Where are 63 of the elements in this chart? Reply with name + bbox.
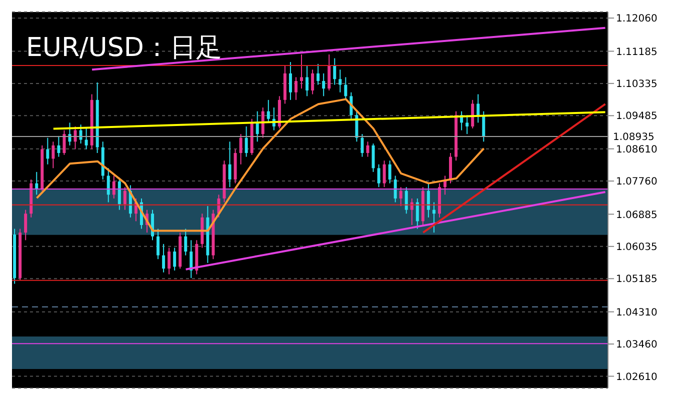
y-tick-label: 1.12060 bbox=[616, 14, 658, 25]
y-tick-label: 1.06035 bbox=[616, 242, 658, 253]
candlestick bbox=[466, 114, 469, 135]
candlestick bbox=[57, 135, 60, 158]
candlestick bbox=[24, 209, 28, 241]
candlestick bbox=[416, 198, 419, 230]
candlestick bbox=[328, 54, 331, 91]
candlestick bbox=[261, 107, 264, 138]
candlestick bbox=[46, 137, 50, 165]
y-tick-label: 1.10335 bbox=[616, 79, 658, 90]
y-tick-label: 1.11185 bbox=[616, 46, 658, 58]
candlestick bbox=[288, 62, 292, 100]
candlestick bbox=[244, 126, 248, 158]
candlestick bbox=[394, 175, 397, 203]
candlestick bbox=[366, 141, 370, 158]
candlestick bbox=[388, 160, 392, 184]
candlestick bbox=[228, 141, 232, 188]
y-tick-label: 1.05185 bbox=[616, 274, 658, 286]
candlestick bbox=[482, 110, 486, 142]
candlestick bbox=[118, 177, 121, 210]
candlestick bbox=[399, 186, 402, 207]
candlestick bbox=[300, 54, 304, 90]
candlestick bbox=[162, 243, 166, 273]
candlestick bbox=[123, 186, 126, 210]
candlestick bbox=[471, 99, 474, 129]
candlestick bbox=[173, 247, 176, 271]
y-tick-label: 1.08610 bbox=[616, 144, 658, 156]
candlestick bbox=[52, 141, 55, 169]
candlestick bbox=[266, 99, 270, 124]
candlestick bbox=[306, 65, 309, 97]
candlestick bbox=[106, 168, 110, 203]
candlestick bbox=[84, 128, 88, 150]
candlestick bbox=[184, 228, 188, 256]
y-tick-label: 1.09485 bbox=[616, 111, 658, 122]
ref-line-label: 1.08935 bbox=[613, 132, 654, 144]
y-tick-label: 1.06885 bbox=[616, 210, 658, 221]
candlestick bbox=[476, 94, 480, 124]
candlestick bbox=[294, 76, 298, 100]
candlestick bbox=[256, 110, 259, 142]
candlestick bbox=[62, 130, 66, 156]
candlestick bbox=[382, 160, 386, 188]
candlestick bbox=[344, 76, 348, 100]
candlestick bbox=[449, 152, 452, 184]
candlestick bbox=[168, 247, 171, 275]
y-tick-label: 1.03460 bbox=[616, 340, 658, 351]
candlestick bbox=[338, 69, 342, 93]
candlestick bbox=[322, 72, 326, 97]
text: EUR/USD：日足 bbox=[26, 32, 222, 65]
y-tick-label: 1.07760 bbox=[616, 176, 658, 188]
candlestick bbox=[404, 186, 408, 214]
candlestick bbox=[377, 164, 380, 188]
candlestick bbox=[426, 182, 430, 218]
candlestick bbox=[239, 134, 242, 165]
candlestick bbox=[372, 143, 375, 172]
candlestick bbox=[311, 69, 314, 95]
candlestick bbox=[360, 134, 364, 158]
candlestick bbox=[112, 175, 116, 199]
candlestick bbox=[432, 202, 436, 234]
candlestick bbox=[333, 58, 336, 86]
y-tick-label: 1.02610 bbox=[616, 372, 658, 383]
candlestick bbox=[316, 63, 320, 86]
y-tick-label: 1.04310 bbox=[616, 307, 658, 318]
candlestick bbox=[156, 228, 160, 260]
